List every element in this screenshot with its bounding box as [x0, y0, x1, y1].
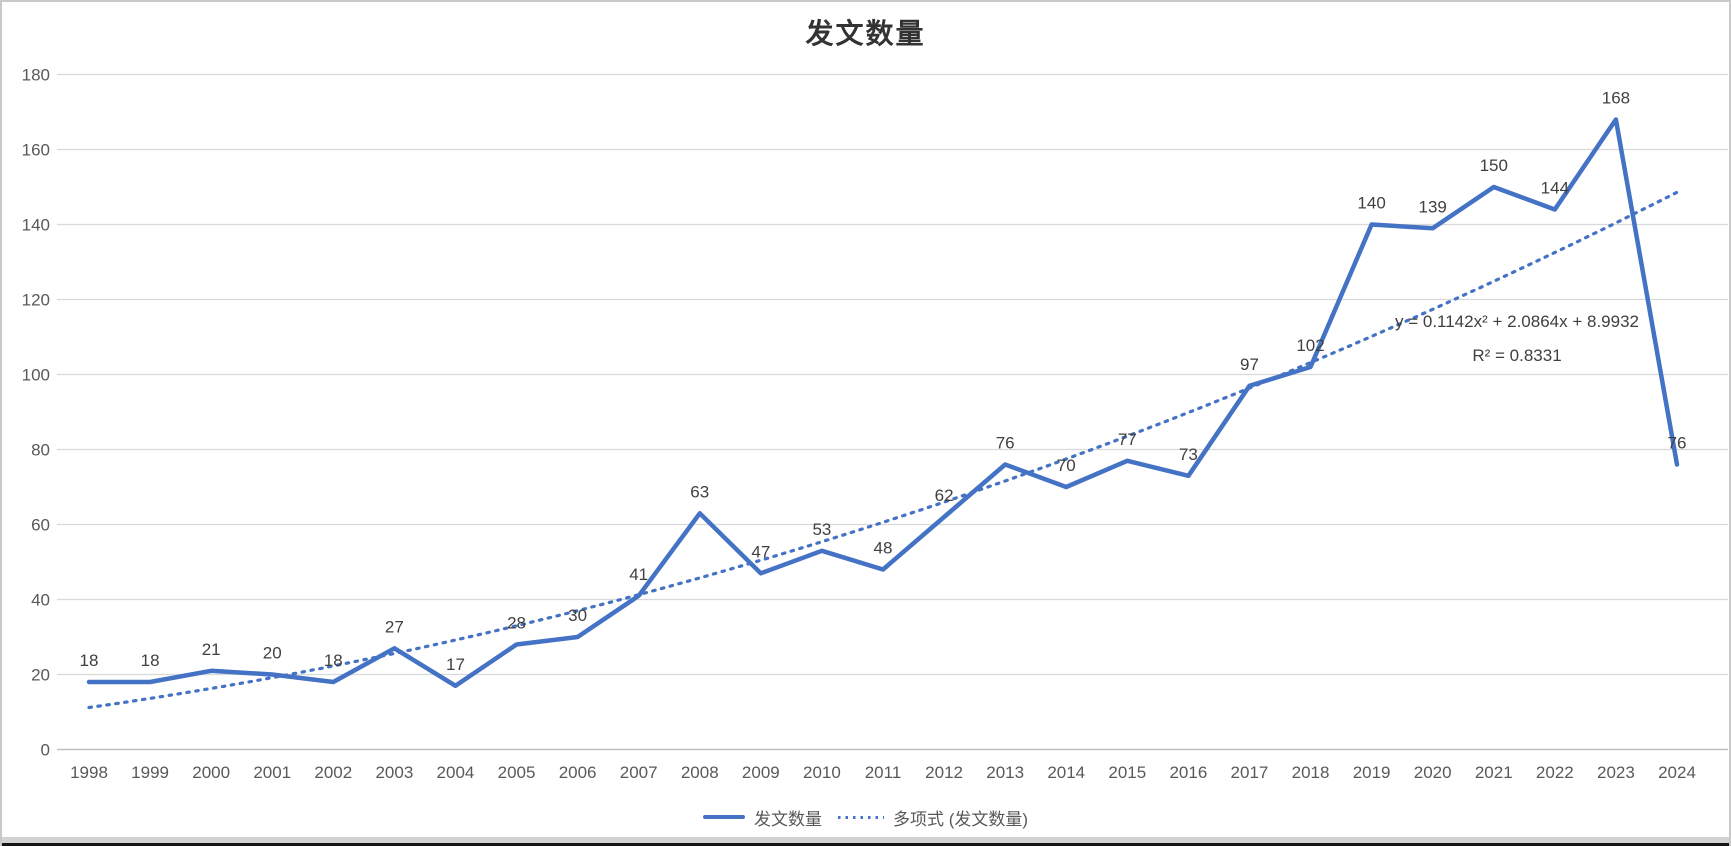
- x-tick-label: 1998: [70, 763, 108, 782]
- x-tick-label: 2012: [925, 763, 963, 782]
- data-label: 63: [690, 482, 709, 501]
- legend-label-trendline: 多项式 (发文数量): [892, 809, 1029, 829]
- y-tick-label: 180: [22, 66, 50, 85]
- x-tick-label: 2010: [803, 763, 841, 782]
- y-tick-label: 100: [22, 366, 50, 385]
- legend-item-series[interactable]: 发文数量: [702, 805, 822, 830]
- x-tick-label: 2019: [1353, 763, 1391, 782]
- data-label: 53: [812, 520, 831, 539]
- data-label: 70: [1057, 456, 1076, 475]
- bottom-scroll-strip: [2, 837, 1729, 843]
- data-label: 20: [263, 644, 282, 663]
- data-label: 76: [996, 434, 1015, 453]
- x-tick-label: 2016: [1169, 763, 1207, 782]
- y-tick-label: 60: [31, 516, 50, 535]
- x-tick-label: 2024: [1658, 763, 1696, 782]
- x-tick-label: 2017: [1231, 763, 1269, 782]
- data-label: 18: [324, 651, 343, 670]
- data-label: 17: [446, 655, 465, 674]
- data-label: 77: [1118, 430, 1137, 449]
- x-tick-label: 2003: [375, 763, 413, 782]
- data-label: 140: [1357, 194, 1385, 213]
- x-tick-label: 2001: [253, 763, 291, 782]
- data-label: 76: [1668, 434, 1687, 453]
- x-tick-label: 2007: [620, 763, 658, 782]
- data-label: 150: [1480, 156, 1508, 175]
- x-tick-label: 2023: [1597, 763, 1635, 782]
- data-label: 97: [1240, 355, 1259, 374]
- data-label: 102: [1296, 336, 1324, 355]
- x-tick-label: 2005: [498, 763, 536, 782]
- chart-title: 发文数量: [805, 17, 926, 50]
- x-tick-label: 1999: [131, 763, 169, 782]
- data-label: 47: [751, 542, 770, 561]
- x-tick-label: 2006: [559, 763, 597, 782]
- window-bottom-edge: [2, 843, 1729, 846]
- y-tick-label: 0: [41, 741, 50, 760]
- y-tick-label: 40: [31, 591, 50, 610]
- x-tick-label: 2020: [1414, 763, 1452, 782]
- x-tick-label: 2014: [1047, 763, 1085, 782]
- y-tick-label: 20: [31, 666, 50, 685]
- data-label: 27: [385, 617, 404, 636]
- series-line[interactable]: [86, 117, 1680, 689]
- trendline-path[interactable]: [87, 190, 1679, 710]
- y-tick-label: 120: [22, 291, 50, 310]
- solid-line-swatch: [702, 815, 745, 819]
- legend-label-series: 发文数量: [753, 809, 822, 829]
- chart-legend: 发文数量 多项式 (发文数量): [2, 801, 1729, 833]
- data-label: 18: [141, 651, 160, 670]
- data-label: 21: [202, 640, 221, 659]
- data-label: 62: [935, 486, 954, 505]
- data-label: 28: [507, 614, 526, 633]
- x-tick-label: 2009: [742, 763, 780, 782]
- x-tick-label: 2002: [314, 763, 352, 782]
- y-tick-label: 140: [22, 216, 50, 235]
- data-label: 48: [874, 539, 893, 558]
- data-label: 168: [1602, 89, 1630, 108]
- y-tick-label: 160: [22, 141, 50, 160]
- x-tick-label: 2008: [681, 763, 719, 782]
- dotted-line-swatch: [837, 815, 884, 819]
- x-tick-label: 2004: [437, 763, 475, 782]
- data-label: 41: [629, 565, 648, 584]
- x-tick-label: 2015: [1108, 763, 1146, 782]
- legend-item-trendline[interactable]: 多项式 (发文数量): [837, 805, 1029, 830]
- data-label: 30: [568, 606, 587, 625]
- x-tick-label: 2022: [1536, 763, 1574, 782]
- data-label: 144: [1541, 179, 1569, 198]
- x-tick-label: 2018: [1292, 763, 1330, 782]
- data-label: 139: [1419, 197, 1447, 216]
- x-tick-label: 2011: [865, 763, 902, 782]
- x-tick-label: 2013: [986, 763, 1024, 782]
- data-label: 73: [1179, 445, 1198, 464]
- x-tick-label: 2000: [192, 763, 230, 782]
- y-tick-label: 80: [31, 441, 50, 460]
- data-label: 18: [80, 651, 99, 670]
- x-tick-label: 2021: [1475, 763, 1513, 782]
